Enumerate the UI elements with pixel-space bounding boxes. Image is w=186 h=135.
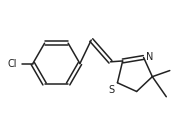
Text: Cl: Cl — [8, 59, 17, 69]
Text: N: N — [146, 52, 154, 62]
Text: S: S — [109, 85, 115, 95]
